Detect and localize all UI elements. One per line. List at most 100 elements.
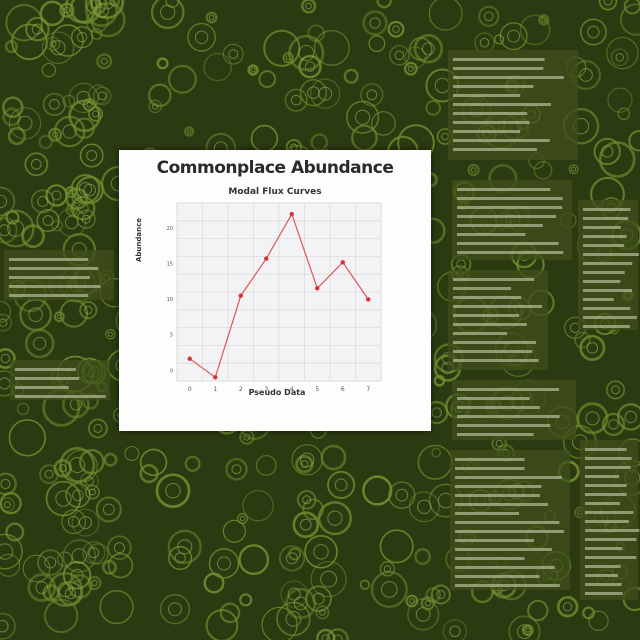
bg-swirl (371, 111, 396, 136)
bg-text-line (455, 539, 534, 542)
x-tick-label: 0 (188, 386, 192, 393)
bg-swirl-inner (424, 600, 431, 607)
bg-swirl (87, 575, 102, 591)
bg-swirl (408, 491, 440, 523)
bg-swirl-inner (615, 53, 624, 62)
bg-swirl-inner (321, 634, 331, 640)
bg-text-line (583, 217, 629, 220)
bg-swirl (284, 88, 308, 112)
bg-swirl-inner (17, 115, 33, 131)
bg-swirl (0, 533, 23, 570)
bg-swirl-inner (587, 25, 600, 39)
bg-swirl-inner (624, 410, 637, 424)
bg-swirl-inner (290, 94, 302, 106)
bg-swirl (184, 455, 201, 472)
bg-swirl (588, 610, 609, 632)
bg-swirl-inner (366, 89, 378, 101)
bg-swirl-inner (35, 581, 49, 594)
bg-swirl (442, 619, 467, 640)
bg-text-line (583, 298, 614, 301)
bg-swirl (67, 574, 93, 599)
bg-text-line (9, 258, 89, 261)
bg-swirl (107, 552, 134, 579)
bg-text-line (583, 253, 639, 256)
bg-swirl (425, 100, 441, 116)
bg-text-line (455, 512, 519, 515)
bg-swirl-inner (312, 592, 325, 605)
bg-text-line (583, 208, 631, 211)
bg-swirl-inner (611, 385, 620, 395)
bg-swirl (36, 208, 60, 233)
bg-swirl-inner (355, 109, 371, 125)
bg-swirl (343, 68, 359, 84)
bg-swirl-inner (92, 110, 100, 118)
bg-text-line (455, 584, 560, 587)
bg-swirl (219, 602, 241, 624)
bg-text-line (457, 424, 551, 427)
bg-swirl (0, 553, 21, 577)
bg-text-line (585, 556, 637, 559)
bg-swirl (298, 54, 322, 79)
bg-swirl-inner (431, 407, 442, 418)
bg-swirl (359, 579, 371, 590)
bg-swirl (327, 470, 356, 499)
bg-swirl (370, 570, 408, 608)
bg-text-line (453, 67, 544, 70)
bg-swirl (368, 35, 386, 53)
bg-text-line (457, 224, 543, 227)
bg-text-line (453, 341, 537, 344)
bg-swirl (605, 380, 625, 400)
bg-text-line (457, 251, 564, 254)
bg-swirl-inner (250, 67, 256, 73)
bg-swirl (0, 497, 15, 513)
bg-swirl (538, 14, 550, 26)
bg-swirl (168, 546, 193, 571)
bg-swirl-inner (392, 25, 400, 34)
bg-text-line (453, 76, 564, 79)
bg-text-line (15, 395, 106, 398)
bg-swirl (41, 62, 56, 78)
bg-swirl (387, 20, 405, 38)
bg-swirl-inner (217, 556, 231, 571)
bg-swirl (617, 107, 630, 120)
bg-swirl (362, 475, 393, 506)
bg-swirl (521, 624, 534, 636)
bg-text-line (457, 388, 560, 391)
bg-swirl-inner (285, 611, 302, 627)
bg-swirl-inner (299, 518, 312, 531)
bg-swirl (388, 481, 416, 509)
bg-swirl (598, 0, 618, 11)
bg-swirl-inner (299, 452, 315, 468)
bg-swirl (428, 0, 463, 31)
bg-swirl (90, 28, 103, 40)
x-tick-label: 3 (264, 386, 268, 393)
bg-swirl (414, 548, 432, 565)
bg-swirl-inner (239, 515, 246, 522)
bg-swirl-inner (394, 50, 405, 61)
bg-swirl (255, 454, 277, 476)
bg-swirl-inner (287, 587, 301, 601)
bg-swirl-inner (94, 2, 109, 18)
bg-swirl-inner (28, 307, 43, 323)
bg-swirl-inner (49, 99, 60, 110)
bg-text-line (455, 467, 525, 470)
bg-swirl (508, 615, 541, 640)
bg-swirl (556, 595, 579, 618)
bg-swirl (85, 0, 119, 27)
chart-subtitle: Modal Flux Curves (228, 187, 322, 197)
bg-swirl-inner (186, 129, 192, 134)
bg-text-line (457, 397, 530, 400)
bg-swirl-inner (369, 17, 381, 29)
y-tick-label: 15 (167, 262, 173, 268)
bg-swirl-inner (76, 90, 91, 105)
bg-swirl-inner (86, 150, 98, 161)
bg-text-line (453, 139, 550, 142)
bg-swirl (159, 594, 191, 625)
bg-swirl (57, 207, 87, 237)
bg-swirl (51, 219, 63, 232)
bg-swirl (238, 544, 270, 575)
bg-swirl (51, 24, 84, 57)
bg-swirl (310, 561, 347, 598)
bg-swirl (87, 542, 109, 565)
bg-swirl (593, 137, 621, 166)
